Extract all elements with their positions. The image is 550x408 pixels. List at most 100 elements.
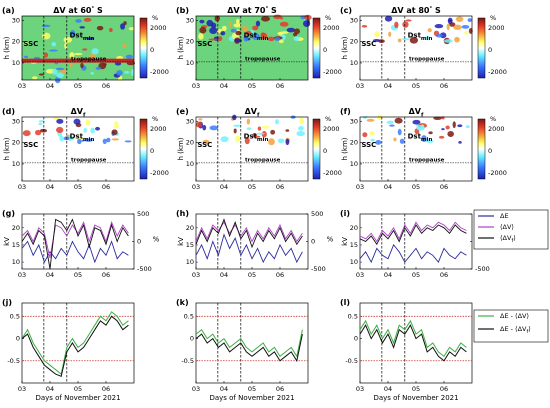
heatmap-background	[22, 16, 134, 80]
heatmap-cell	[84, 138, 93, 142]
colorbar-tick-label: -2000	[323, 68, 342, 76]
heatmap-cell	[90, 71, 95, 75]
heatmap-cell	[447, 17, 453, 25]
x-tick-label: 06	[440, 385, 448, 393]
heatmaps-layer: tropopause SSC Dstmin (a) ΔV at 60° S 10 20 30 h…	[2, 6, 507, 191]
left-tick-label: -0.5	[345, 357, 358, 365]
heatmap-cell	[122, 43, 127, 48]
heatmap-cell	[24, 55, 29, 59]
heatmap-cell	[443, 39, 453, 43]
heatmap-panel-b: tropopause SSC Dstmin (b) ΔV at 70° S 10 20 30 h…	[176, 6, 342, 90]
legend-row-g: ΔE ⟨ΔV⟩ ⟨ΔVf⟩	[473, 209, 549, 250]
heatmap-cell	[235, 135, 241, 143]
heatmap-cell	[242, 26, 249, 32]
heatmap-cell	[38, 73, 45, 76]
heatmap-cell	[89, 53, 96, 61]
heatmap-cell	[412, 119, 421, 125]
left-tick-label: 15	[186, 241, 194, 249]
heatmap-strong-band	[22, 58, 134, 63]
x-tick-label: 05	[248, 385, 256, 393]
heatmap-cell	[111, 129, 118, 136]
dst-min-label: Dstmin	[408, 132, 433, 143]
series-line	[195, 233, 303, 264]
heatmap-cell	[293, 36, 300, 42]
right-tick-label: 0	[137, 238, 141, 246]
dst-min-subscript: min	[257, 36, 269, 42]
heatmap-cell	[303, 20, 311, 28]
heatmap-cell	[361, 24, 368, 28]
x-tick-label: 06	[102, 271, 110, 279]
legend-label-subscript: f	[526, 329, 528, 335]
heatmap-cell	[421, 135, 427, 142]
dst-min-label: Dstmin	[244, 31, 269, 42]
panel-title-subscript: f	[83, 113, 86, 119]
heatmap-cell	[243, 35, 249, 42]
left-tick-label: 0.5	[348, 312, 358, 320]
right-tick-label: 500	[311, 210, 323, 218]
y-axis-label: h (km)	[341, 36, 349, 59]
heatmap-cell	[56, 118, 64, 124]
heatmap-cell	[399, 138, 405, 144]
heatmap-cell	[53, 116, 60, 120]
heatmap-cell	[438, 135, 445, 139]
heatmap-cell	[394, 117, 403, 124]
dst-min-subscript: min	[83, 36, 95, 42]
heatmap-cell	[257, 126, 262, 131]
heatmap-cell	[120, 23, 126, 30]
heatmap-cell	[389, 124, 395, 127]
heatmap-cell	[233, 124, 242, 127]
ssc-label: SSC	[197, 141, 212, 149]
ssc-label: SSC	[361, 40, 376, 48]
panel-title: ΔVf	[245, 107, 260, 119]
legends-layer: ΔE ⟨ΔV⟩ ⟨ΔVf⟩ ΔE - ⟨ΔV⟩ ΔE - ⟨ΔVf⟩	[473, 209, 549, 343]
heatmap-cell	[458, 141, 462, 144]
heatmap-cell	[372, 38, 381, 42]
heatmap-cell	[268, 138, 275, 146]
heatmap-cell	[285, 129, 290, 132]
x-tick-label: 06	[440, 271, 448, 279]
line-panel-l: (l) 03 04 05 06 0.5 0 -0.5 Days of November 2021	[340, 298, 473, 402]
heatmap-cell	[433, 116, 442, 121]
dst-min-label: Dstmin	[408, 31, 433, 42]
x-axis-label: Days of November 2021	[373, 394, 458, 402]
left-tick-label: 20	[186, 224, 194, 232]
heatmap-cell	[220, 31, 226, 36]
heatmap-background	[360, 117, 472, 181]
heatmap-cell	[202, 139, 210, 145]
y-axis-label: h (km)	[177, 36, 185, 59]
heatmap-cell	[274, 36, 281, 41]
x-tick-label: 04	[46, 183, 54, 191]
x-tick-label: 06	[276, 183, 284, 191]
x-tick-label: 05	[74, 82, 82, 90]
heatmap-cell	[23, 42, 29, 45]
heatmap-cell	[270, 129, 276, 135]
heatmap-cell	[41, 24, 51, 28]
x-tick-label: 05	[412, 82, 420, 90]
series-line	[359, 324, 467, 362]
y-tick-label: 30	[12, 16, 20, 24]
tropopause-label: tropopause	[71, 56, 107, 62]
heatmap-cell	[416, 124, 425, 131]
x-tick-label: 03	[18, 385, 26, 393]
heatmap-cell	[228, 21, 233, 28]
heatmap-cell	[286, 27, 296, 33]
x-tick-label: 03	[192, 271, 200, 279]
colorbar-tick-label: 0	[323, 147, 327, 155]
left-axis-label: kV	[3, 237, 11, 246]
series-line	[195, 333, 303, 363]
heatmap-cell	[260, 32, 268, 40]
left-tick-label: 0.5	[184, 312, 194, 320]
heatmap-cell	[454, 36, 460, 43]
x-tick-label: 06	[440, 183, 448, 191]
heatmap-cell	[252, 25, 259, 31]
colorbar	[312, 118, 321, 180]
heatmap-cell	[246, 127, 252, 131]
y-tick-label: 30	[350, 117, 358, 125]
legend-label-tail: ⟩	[528, 325, 531, 333]
heatmap-cell	[245, 30, 252, 36]
y-tick-label: 10	[12, 160, 20, 168]
x-tick-label: 04	[220, 385, 228, 393]
x-tick-label: 04	[220, 271, 228, 279]
